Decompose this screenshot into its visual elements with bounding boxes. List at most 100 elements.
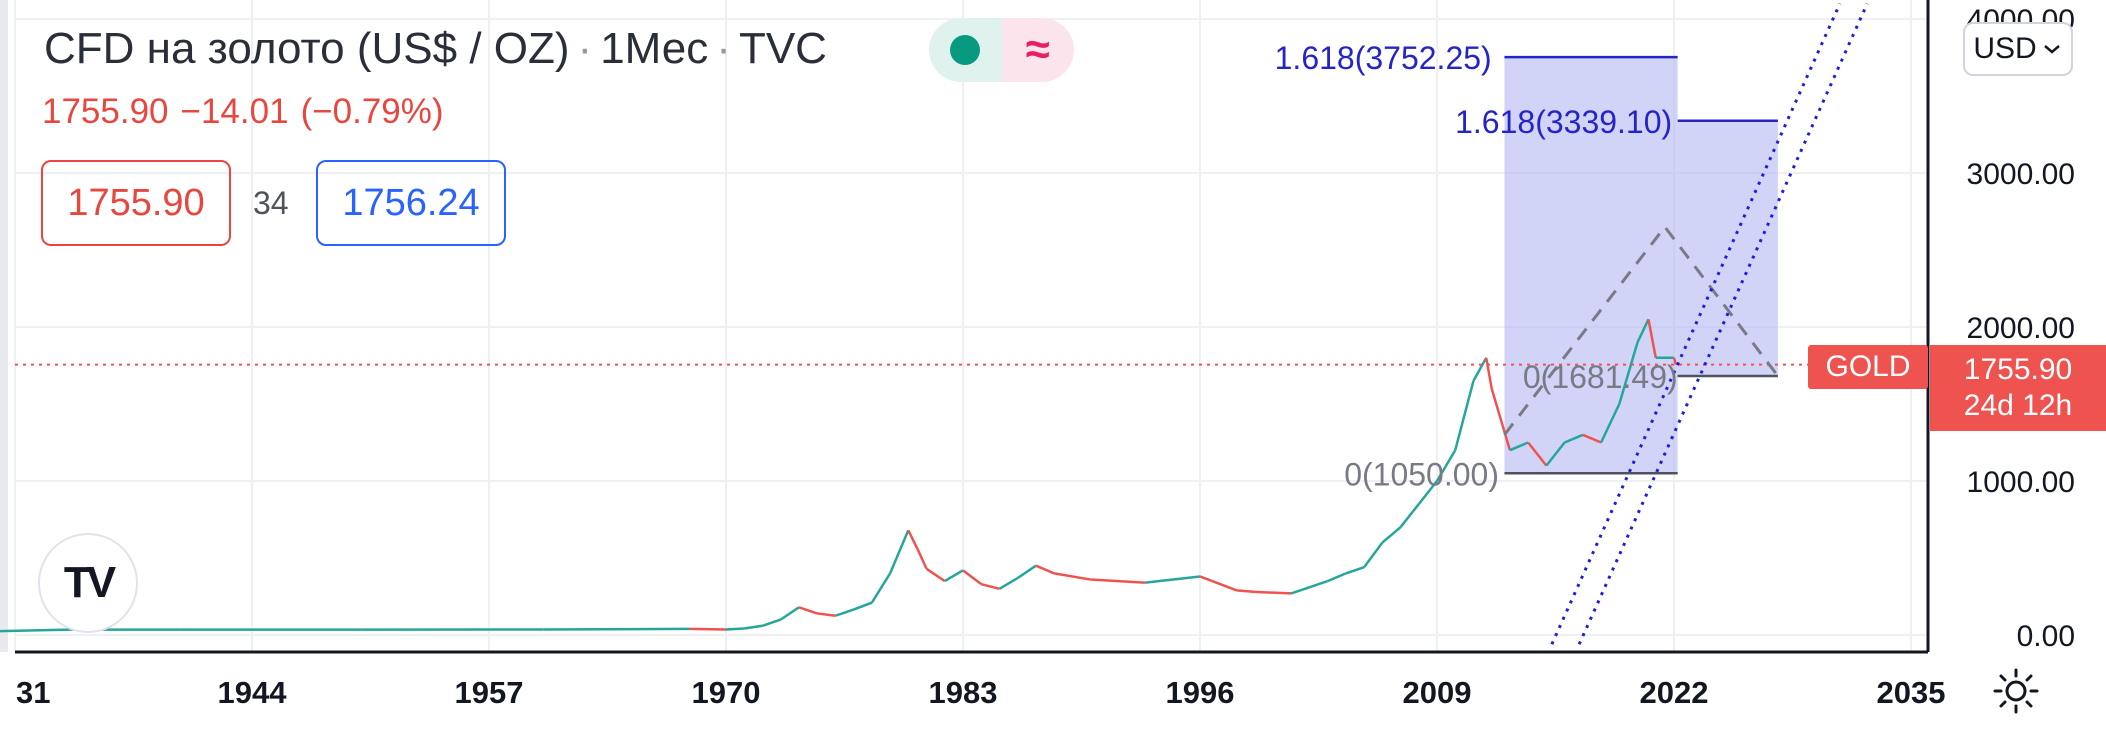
legend-separator: · bbox=[577, 24, 593, 73]
x-tick-label: 1944 bbox=[218, 675, 288, 710]
bar-countdown: 24d 12h bbox=[1963, 389, 2073, 422]
price-segment bbox=[1236, 589, 1255, 594]
buy-button[interactable]: 1756.24 bbox=[316, 160, 506, 246]
spread-value: 34 bbox=[253, 185, 289, 221]
y-tick-label: 3000.00 bbox=[1967, 158, 2075, 191]
x-tick-label: 1983 bbox=[929, 675, 998, 710]
tradingview-logo[interactable]: TV bbox=[38, 533, 138, 633]
price-segment bbox=[1145, 575, 1201, 584]
price-change: −14.01 bbox=[180, 92, 289, 131]
last-price: 1755.90 bbox=[42, 92, 169, 131]
price-segment bbox=[798, 606, 818, 615]
price-segment bbox=[1254, 590, 1292, 595]
price-segment bbox=[888, 529, 910, 574]
x-tick-label: 31 bbox=[16, 675, 50, 710]
sun-icon[interactable] bbox=[1992, 667, 2040, 715]
fib-level-label: 0(1050.00) bbox=[1344, 456, 1499, 492]
fib-level-label: 1.618(3339.10) bbox=[1455, 104, 1672, 140]
price-segment bbox=[1454, 380, 1475, 451]
y-tick-label: 1000.00 bbox=[1967, 466, 2075, 499]
market-open-indicator[interactable] bbox=[929, 18, 1002, 82]
price-segment bbox=[1016, 564, 1037, 580]
price-segment bbox=[543, 627, 690, 631]
price-segment bbox=[1327, 572, 1347, 583]
interval-label[interactable]: 1Мес bbox=[600, 24, 709, 73]
price-segment bbox=[1199, 575, 1237, 592]
chart-left-edge bbox=[0, 0, 8, 735]
price-segment bbox=[1435, 449, 1457, 482]
price-segment bbox=[779, 606, 800, 621]
price-segment bbox=[1308, 579, 1329, 589]
fib-zone-1 bbox=[1504, 57, 1678, 474]
price-segment bbox=[1564, 433, 1584, 444]
approx-icon[interactable]: ≈ bbox=[1001, 18, 1074, 82]
price-segment bbox=[1399, 503, 1420, 528]
x-tick-label: 2022 bbox=[1640, 675, 1709, 710]
price-segment bbox=[1472, 357, 1488, 382]
price-segment bbox=[1599, 403, 1621, 444]
price-segment bbox=[1672, 357, 1678, 365]
price-segment bbox=[1582, 433, 1602, 444]
price-change-line: 1755.90 −14.01 (−0.79%) bbox=[42, 92, 456, 132]
price-segment bbox=[762, 618, 782, 627]
price-segment bbox=[980, 582, 1000, 591]
currency-label: USD bbox=[1973, 32, 2037, 65]
pattern-projection bbox=[1503, 224, 1780, 436]
price-segment bbox=[1636, 318, 1650, 343]
channel-line-upper bbox=[1577, 2, 1869, 645]
price-segment bbox=[816, 612, 836, 617]
x-tick-label: 1957 bbox=[455, 675, 524, 710]
price-segment bbox=[1545, 441, 1566, 467]
price-segment bbox=[1509, 441, 1529, 452]
symbol-name[interactable]: CFD на золото (US$ / OZ) bbox=[44, 24, 570, 73]
fib-level-label: 0(1681.49) bbox=[1523, 359, 1678, 395]
price-segment bbox=[0, 628, 70, 633]
price-change-percent: (−0.79%) bbox=[300, 92, 444, 131]
symbol-price-tag: GOLD bbox=[1808, 345, 1928, 389]
price-segment bbox=[725, 627, 745, 631]
y-tick-label: 2000.00 bbox=[1967, 312, 2075, 345]
price-segment bbox=[1647, 319, 1657, 359]
price-segment bbox=[834, 608, 855, 617]
price-segment bbox=[1053, 572, 1091, 581]
fib-level-label: 1.618(3752.25) bbox=[1275, 40, 1492, 76]
price-segment bbox=[962, 569, 982, 586]
x-tick-label: 2009 bbox=[1403, 675, 1472, 710]
price-segment bbox=[744, 624, 763, 630]
price-segment bbox=[1363, 541, 1384, 568]
price-axis-panel bbox=[1928, 0, 2106, 652]
fib-zone-2 bbox=[1677, 120, 1778, 377]
market-status-toggle[interactable]: ≈ bbox=[929, 18, 1074, 82]
price-axis-label: 1755.90 24d 12h bbox=[1930, 345, 2106, 431]
price-segment bbox=[1345, 566, 1365, 575]
price-segment bbox=[870, 572, 892, 604]
price-segment bbox=[1484, 357, 1493, 389]
price-segment bbox=[925, 567, 946, 583]
legend-title: CFD на золото (US$ / OZ) · 1Мес · TVC bbox=[44, 24, 827, 74]
legend-separator: · bbox=[716, 24, 731, 73]
price-segment bbox=[1290, 586, 1310, 595]
price-segment bbox=[689, 627, 727, 631]
x-tick-label: 2035 bbox=[1877, 675, 1946, 710]
price-segment bbox=[1417, 480, 1438, 505]
exchange-label: TVC bbox=[738, 24, 827, 73]
price-segment bbox=[944, 569, 964, 583]
currency-button[interactable]: USD bbox=[1963, 22, 2073, 76]
y-tick-label: 0.00 bbox=[2017, 620, 2075, 653]
sell-button[interactable]: 1755.90 bbox=[41, 160, 231, 246]
price-segment bbox=[998, 576, 1019, 590]
price-segment bbox=[1035, 564, 1055, 575]
x-tick-label: 1970 bbox=[692, 675, 761, 710]
status-dot-icon bbox=[950, 35, 981, 65]
x-tick-label: 1996 bbox=[1166, 675, 1235, 710]
price-segment bbox=[853, 601, 873, 611]
price-segment bbox=[1381, 526, 1402, 544]
price-segment bbox=[1527, 441, 1548, 467]
price-segment bbox=[1090, 578, 1146, 584]
channel-line-lower bbox=[1550, 2, 1842, 645]
price-segment bbox=[916, 548, 928, 570]
price-segment bbox=[907, 529, 919, 550]
time-axis-panel bbox=[0, 652, 2106, 735]
